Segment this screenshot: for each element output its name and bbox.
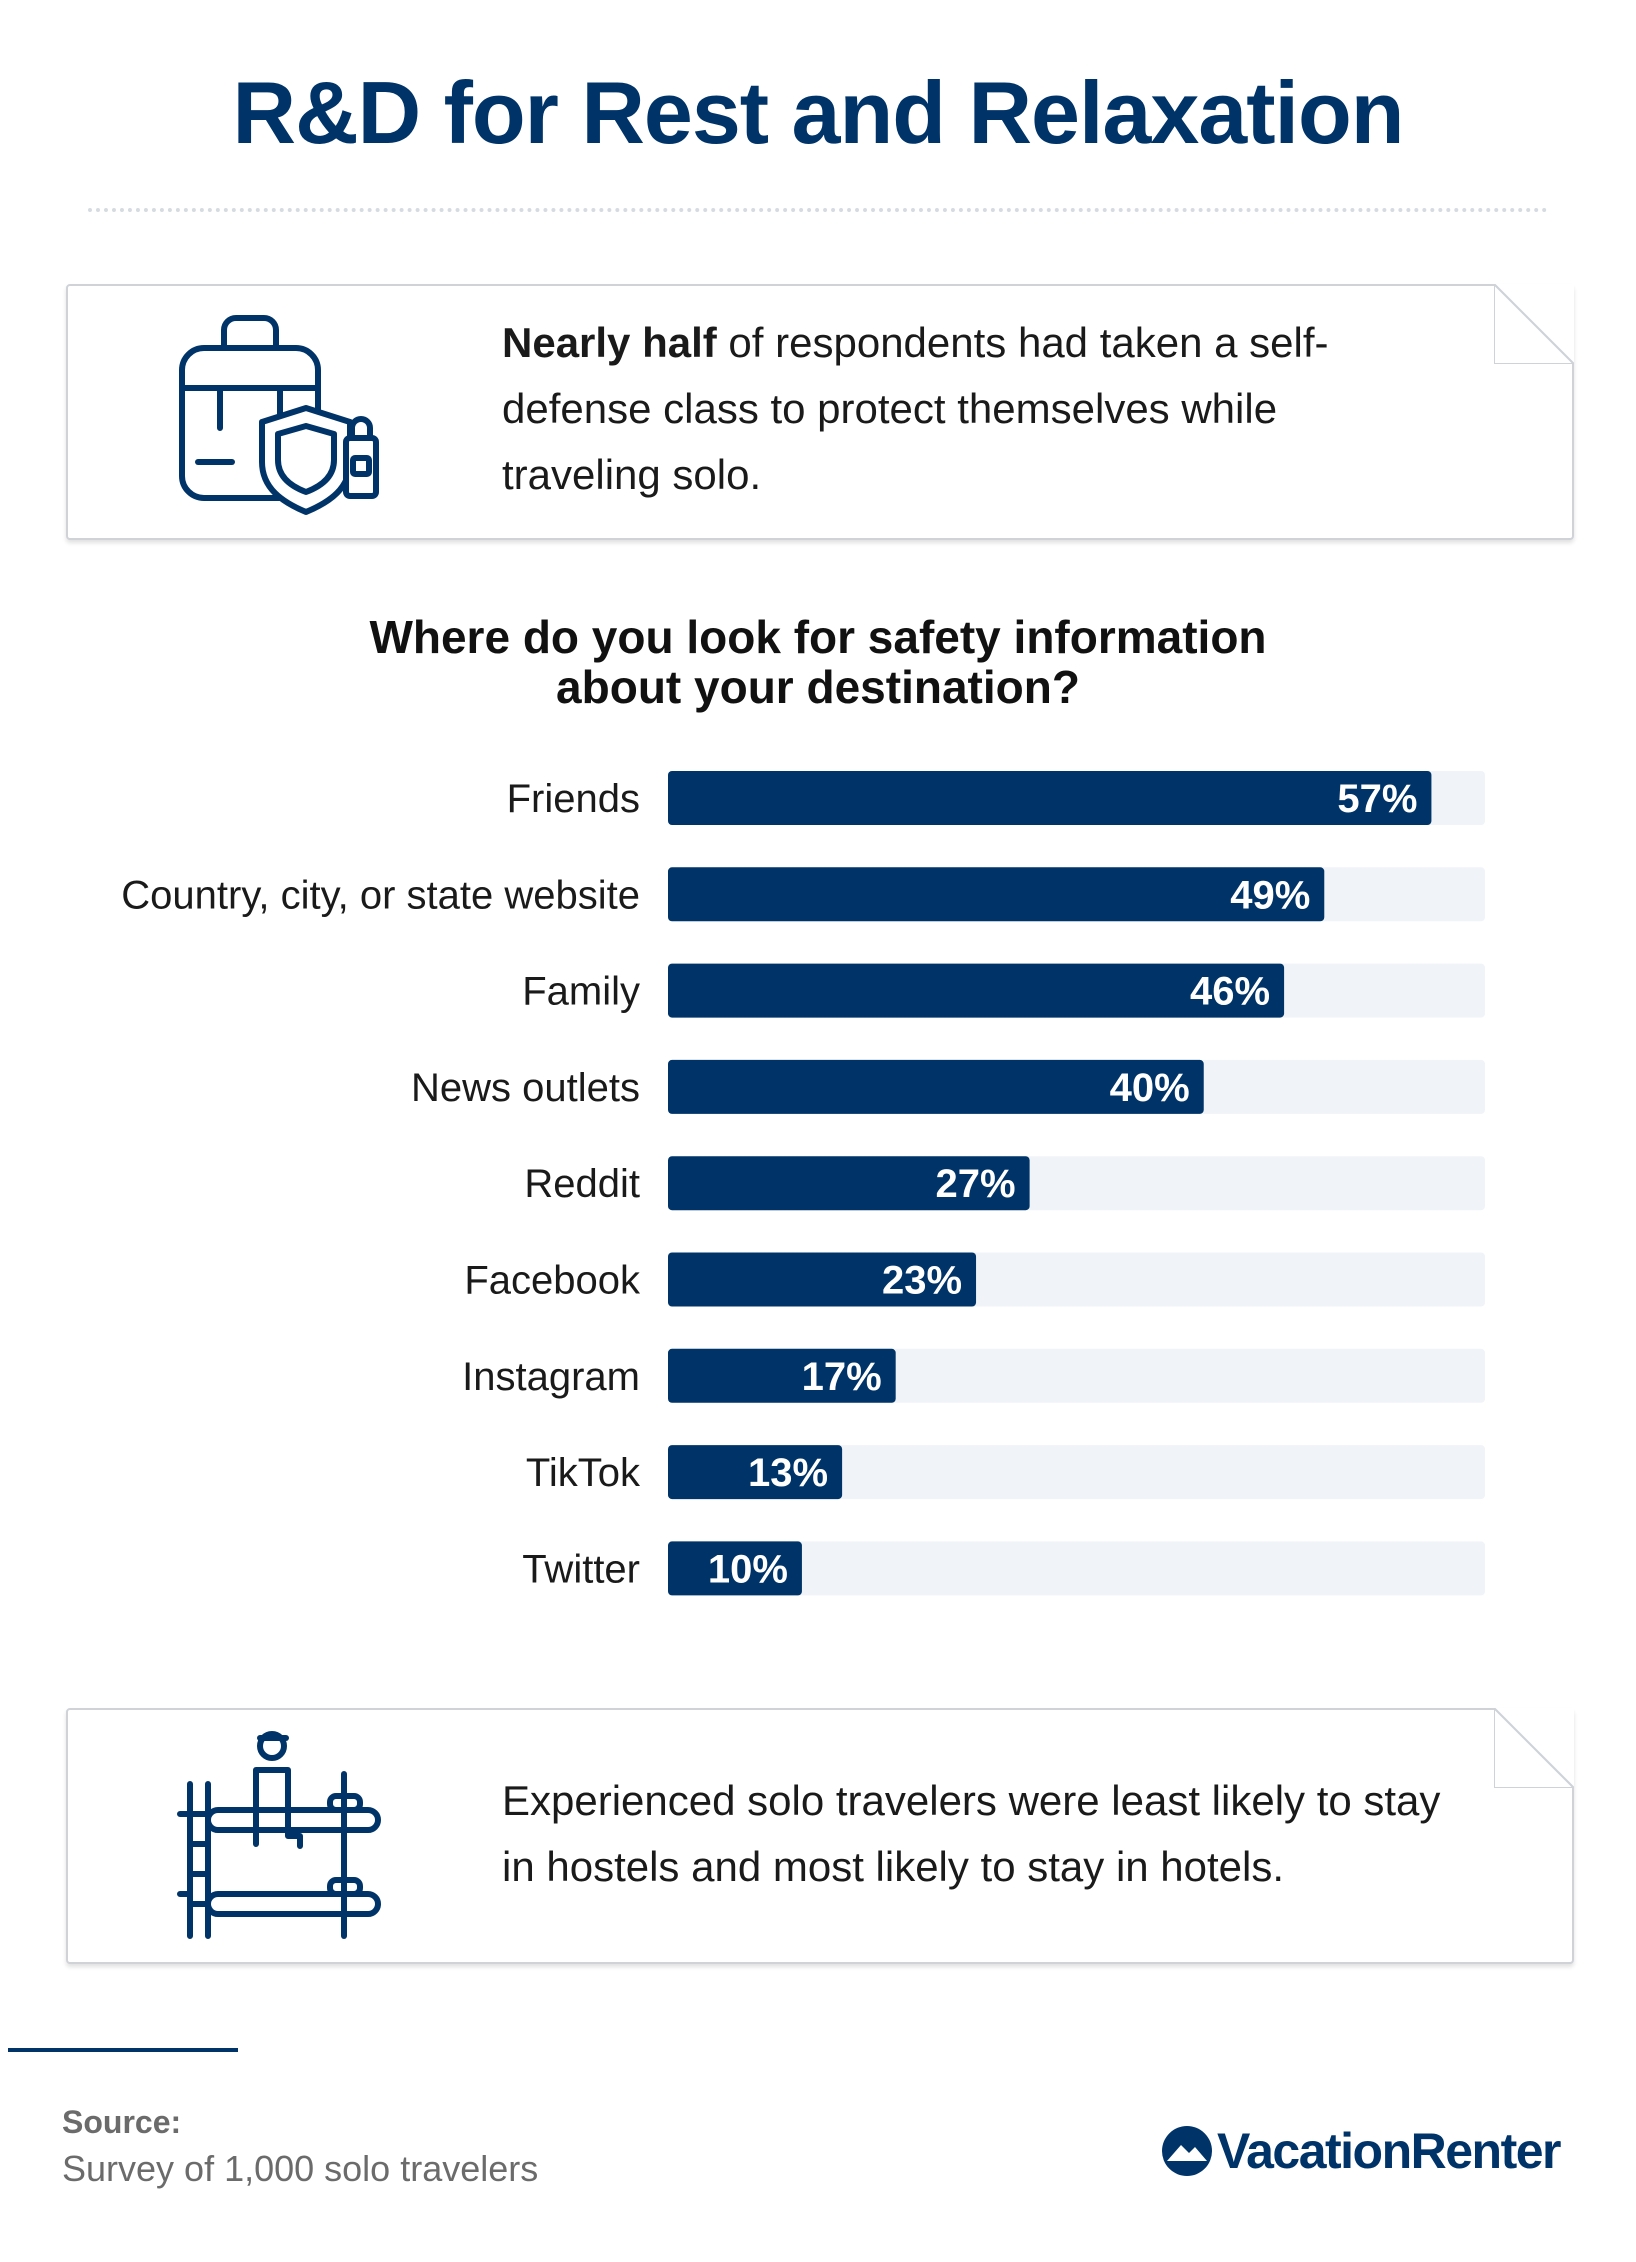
bar-track <box>668 1541 1485 1596</box>
bar-chart: Friends 57% Country, city, or state websit… <box>121 771 1485 1596</box>
bar-2 <box>668 963 1285 1018</box>
fact-card-self-defense: Nearly half of respondents had taken a s… <box>66 284 1574 540</box>
value-label: 57% <box>1337 777 1417 821</box>
brand-logo: VacationRenter <box>1161 2116 1562 2186</box>
page-title: R&D for Rest and Relaxation <box>232 63 1405 162</box>
value-label: 23% <box>882 1259 962 1303</box>
brand-name: VacationRenter <box>1216 2123 1562 2179</box>
page-fold-icon <box>1494 284 1574 364</box>
fact-text: Experienced solo travelers were least li… <box>502 1777 1441 1890</box>
value-label: 13% <box>748 1451 828 1495</box>
category-label: Facebook <box>464 1259 641 1303</box>
source-text: Survey of 1,000 solo travelers <box>62 2148 539 2189</box>
value-label: 10% <box>708 1547 788 1591</box>
chart-title: Where do you look for safety information… <box>369 611 1267 713</box>
value-label: 49% <box>1230 873 1310 917</box>
backpack-shield-icon <box>179 315 379 515</box>
bar-8 <box>668 1541 802 1596</box>
value-label: 27% <box>936 1162 1016 1206</box>
fact-text-bold: Nearly half <box>502 319 717 366</box>
category-label: Reddit <box>524 1162 640 1206</box>
bar-7 <box>668 1445 843 1500</box>
bar-0 <box>668 771 1432 825</box>
bar-5 <box>668 1252 977 1307</box>
vacationrenter-logo-icon <box>1161 2126 1212 2176</box>
dotted-divider <box>88 208 1548 212</box>
fact-card-hostels: Experienced solo travelers were least li… <box>66 1708 1574 1964</box>
value-label: 40% <box>1110 1066 1190 1110</box>
source-label: Source: <box>62 2104 182 2140</box>
category-label: TikTok <box>526 1451 641 1495</box>
category-label: Twitter <box>522 1547 640 1591</box>
category-label: Country, city, or state website <box>121 873 640 917</box>
category-label: Instagram <box>462 1355 640 1399</box>
category-label: News outlets <box>411 1066 640 1110</box>
bar-3 <box>668 1059 1204 1114</box>
value-label: 46% <box>1190 970 1270 1014</box>
page-fold-icon <box>1494 1708 1574 1788</box>
category-label: Family <box>522 970 640 1014</box>
category-label: Friends <box>507 777 640 821</box>
source-rule <box>8 2048 238 2052</box>
bunk-bed-traveler-icon <box>177 1731 381 1939</box>
bar-track <box>668 1445 1485 1500</box>
value-label: 17% <box>802 1355 882 1399</box>
bar-1 <box>668 867 1325 922</box>
bar-6 <box>668 1348 896 1403</box>
fact-text-rest: of respondents had taken a self-defense … <box>502 319 1329 498</box>
bar-4 <box>668 1156 1030 1211</box>
fact-text: Nearly half of respondents had taken a s… <box>502 310 1402 508</box>
